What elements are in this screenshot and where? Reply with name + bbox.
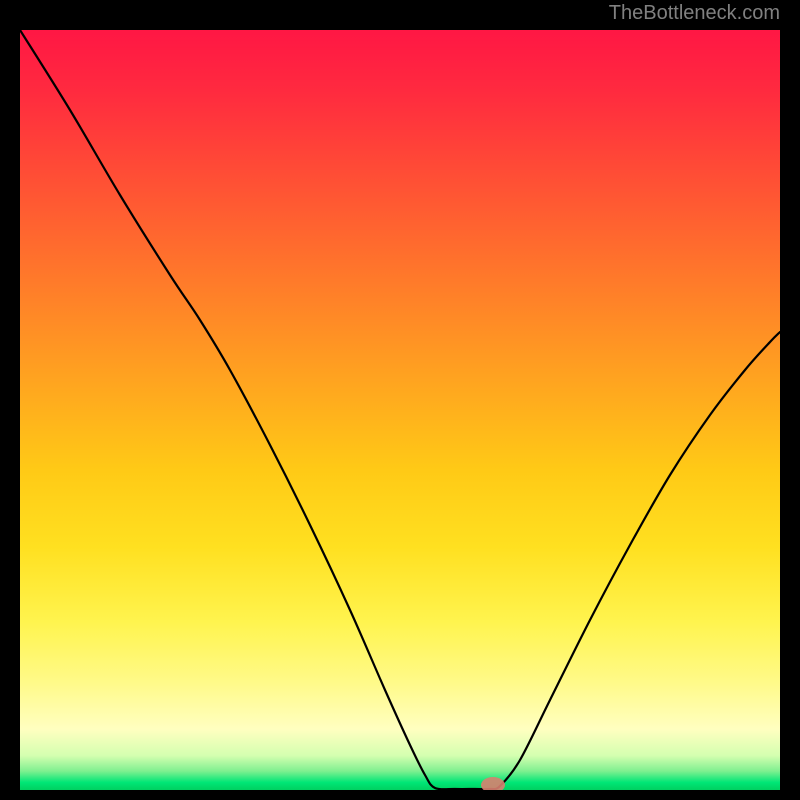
chart-background	[20, 30, 780, 790]
chart-svg	[20, 30, 780, 790]
bottleneck-chart	[20, 30, 780, 790]
attribution-text: TheBottleneck.com	[609, 2, 780, 25]
